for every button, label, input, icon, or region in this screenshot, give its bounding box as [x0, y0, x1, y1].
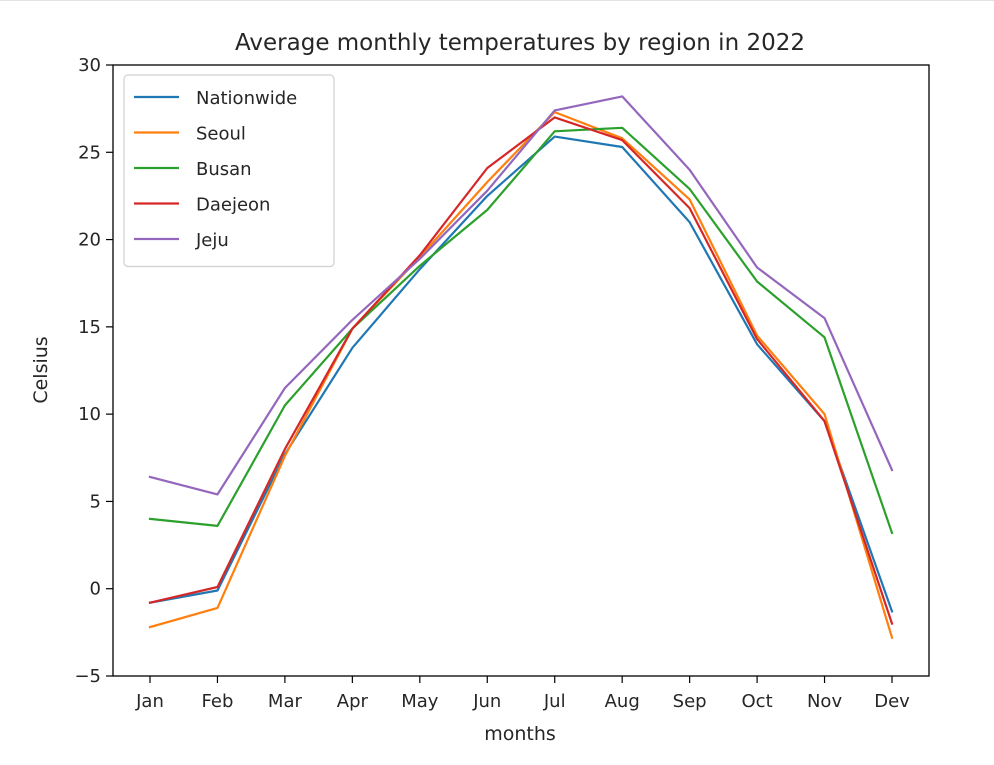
y-tick-label: 5	[90, 491, 101, 512]
plot-frame	[112, 64, 930, 677]
x-tick-label: Jun	[472, 691, 501, 712]
y-tick-label: 10	[78, 404, 101, 425]
x-tick-label: May	[401, 691, 439, 712]
legend-box	[123, 74, 335, 268]
x-tick-label: Nov	[807, 691, 842, 712]
y-tick-label: 25	[78, 142, 101, 163]
series-line-jeju	[148, 95, 894, 496]
series-line-daejeon	[148, 116, 894, 625]
legend-label: Jeju	[195, 230, 229, 251]
y-tick-label: 0	[90, 579, 101, 600]
y-tick-label: 15	[78, 317, 101, 338]
x-tick-label: Oct	[742, 691, 773, 712]
x-tick-label: Aug	[605, 691, 640, 712]
y-tick-label: 30	[78, 55, 101, 76]
legend-label: Seoul	[196, 124, 246, 145]
x-tick-label: Feb	[202, 691, 234, 712]
x-tick-label: Sep	[673, 691, 707, 712]
x-tick-label: Mar	[268, 691, 303, 712]
y-axis-label: Celsius	[30, 336, 52, 403]
chart-title: Average monthly temperatures by region i…	[235, 30, 805, 56]
series-line-seoul	[148, 110, 894, 639]
legend-label: Daejeon	[196, 195, 270, 216]
x-tick-label: Apr	[337, 691, 369, 712]
x-tick-label: Jan	[135, 691, 164, 712]
y-tick-label: −5	[74, 666, 101, 687]
x-tick-label: Jul	[543, 691, 566, 712]
plot-area: −5 0 5 10 15 20 25 30 Jan Feb Mar Apr May Jun Jul Aug Se…	[74, 55, 930, 712]
y-tick-label: 20	[78, 230, 101, 251]
x-axis-label: months	[484, 723, 556, 745]
legend-label: Busan	[196, 159, 252, 180]
series-line-busan	[148, 126, 894, 535]
x-tick-label: Dev	[874, 691, 910, 712]
top-divider	[0, 0, 994, 1]
legend-label: Nationwide	[196, 88, 297, 109]
series-line-nationwide	[148, 135, 894, 613]
